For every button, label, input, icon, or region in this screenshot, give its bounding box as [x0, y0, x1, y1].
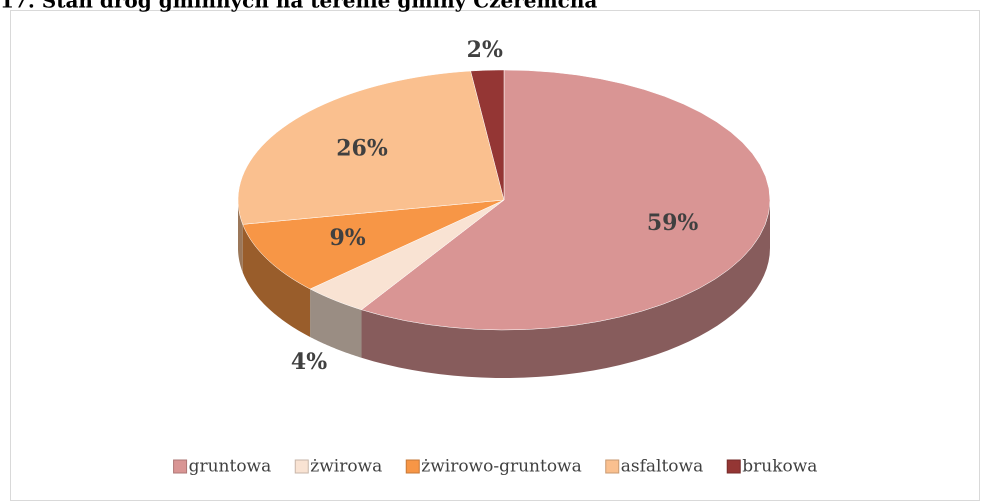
legend: gruntowa żwirowa żwirowo-gruntowa asfaltowa… [173, 457, 817, 477]
chart-title: 17. Stan dróg gminnych na terenie gminy … [0, 0, 597, 13]
slice-side [361, 200, 770, 378]
legend-swatch [294, 459, 309, 474]
legend-swatch [173, 459, 188, 474]
slice [360, 69, 771, 331]
legend-label: gruntowa [189, 457, 272, 477]
data-label: 59% [647, 210, 699, 236]
data-label: 2% [467, 37, 503, 63]
slice [470, 69, 505, 201]
data-label: 9% [329, 225, 365, 251]
slice [242, 199, 505, 290]
legend-label: żwirowo-gruntowa [421, 457, 582, 477]
legend-label: asfaltowa [621, 457, 703, 477]
legend-swatch [405, 459, 420, 474]
data-label: 4% [291, 349, 327, 375]
slice-side [238, 200, 243, 273]
legend-label: żwirowa [310, 457, 382, 477]
legend-swatch [605, 459, 620, 474]
data-label: 26% [336, 136, 388, 162]
legend-swatch [726, 459, 741, 474]
slice [309, 199, 505, 311]
slice-side [310, 288, 362, 358]
slice [237, 70, 505, 225]
legend-label: brukowa [742, 457, 817, 477]
slice-side [242, 224, 311, 337]
